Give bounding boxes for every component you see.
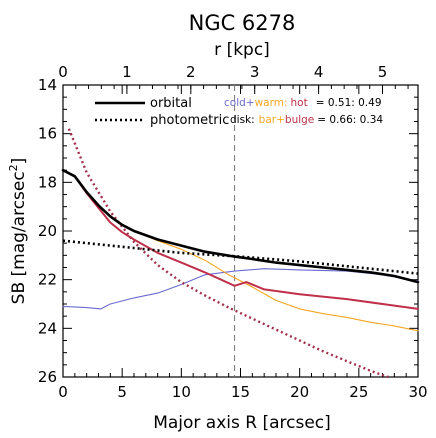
bulge-series-line: [67, 128, 389, 379]
fraction-value-2: = 0.66: 0.34: [317, 114, 383, 126]
y-tick-label: 14: [38, 76, 57, 94]
x-tick-label: 0: [58, 383, 68, 401]
legend-bar-label: bar: [259, 114, 277, 126]
y-axis-label-main: SB [mag/arcsec: [9, 171, 29, 304]
legend-colon-1: :: [284, 97, 288, 109]
hot-series-line: [62, 169, 419, 310]
y-axis-label-close: ]: [9, 158, 29, 165]
chart-title: NGC 6278: [189, 11, 296, 35]
x-tick-label: 15: [231, 383, 250, 401]
x-tick-label: 25: [349, 383, 368, 401]
legend-disk-prefix: disk:: [230, 114, 255, 126]
y-tick-label: 24: [38, 319, 57, 337]
legend-orbital-label: orbital: [150, 96, 192, 111]
curves-layer: [61, 85, 420, 379]
y-tick-label: 18: [38, 173, 57, 191]
fraction-row-disk: disk: bar+bulge = 0.66: 0.34: [230, 114, 383, 126]
x2-tick-label: 2: [186, 63, 196, 81]
x2-tick-label: 1: [122, 63, 132, 81]
y-axis-label: SB [mag/arcsec2]: [7, 158, 29, 305]
y-tick-label: 22: [38, 271, 57, 289]
x-tick-label: 10: [172, 383, 191, 401]
y-tick-label: 20: [38, 222, 57, 240]
y-tick-label: 26: [38, 368, 57, 386]
orbital-series-line: [61, 168, 420, 284]
x-tick-label: 20: [290, 383, 309, 401]
legend-hot-label: hot: [291, 97, 308, 109]
legend-plus-2: +: [276, 114, 285, 126]
y-tick-label: 16: [38, 125, 57, 143]
legend-bulge-label: bulge: [285, 114, 314, 126]
legend-cold-label: cold: [224, 97, 246, 109]
plot-frame: [62, 84, 419, 378]
legend-warm-label: warm: [255, 97, 284, 109]
ticks-layer: 0 5 10 15 20 25 30 0 1 2 3 4 5 14 16 18 20 22 24 26: [38, 63, 428, 401]
x2-tick-label: 4: [314, 63, 324, 81]
warm-series-line: [62, 169, 419, 332]
fraction-row-cold-warm-hot: cold+warm: hot = 0.51: 0.49: [224, 97, 382, 109]
cold-series-line: [62, 268, 419, 310]
x-tick-label: 30: [408, 383, 427, 401]
x2-tick-label: 3: [250, 63, 260, 81]
x-axis-label: Major axis R [arcsec]: [153, 413, 331, 433]
x2-tick-label: 0: [58, 63, 68, 81]
legend-photometric-label: photometric: [150, 113, 229, 128]
top-axis-label: r [kpc]: [214, 40, 270, 60]
legend: orbital photometric cold+warm: hot = 0.51:…: [95, 96, 383, 128]
fraction-value-1: = 0.51: 0.49: [316, 97, 382, 109]
x2-tick-label: 5: [378, 63, 388, 81]
x-tick-label: 5: [117, 383, 127, 401]
legend-plus-1: +: [246, 97, 255, 109]
y-axis-label-superscript: 2: [7, 164, 20, 171]
